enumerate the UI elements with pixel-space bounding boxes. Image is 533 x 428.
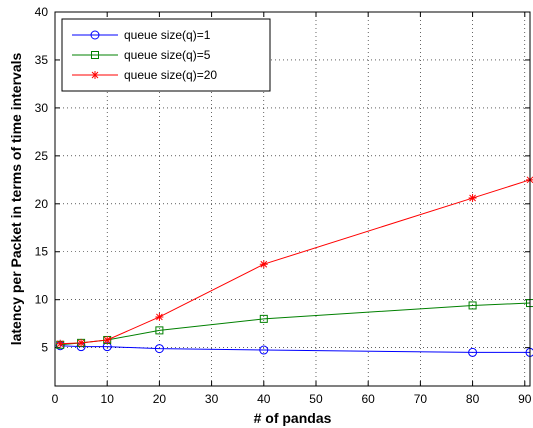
series-3 [56, 175, 533, 348]
x-tick-label: 80 [466, 392, 480, 406]
x-tick-label: 0 [52, 392, 59, 406]
legend-marker [90, 30, 100, 40]
x-tick-label: 30 [205, 392, 219, 406]
data-point [259, 260, 268, 269]
series-line [60, 302, 531, 346]
x-tick-label: 20 [153, 392, 167, 406]
x-tick-label: 60 [362, 392, 376, 406]
y-tick-label: 30 [35, 101, 49, 115]
x-tick-label: 50 [309, 392, 323, 406]
x-tick-label: 40 [257, 392, 271, 406]
data-point [468, 301, 477, 310]
y-tick-label: 5 [41, 341, 48, 355]
legend-item: queue size(q)=20 [72, 68, 217, 82]
legend-item: queue size(q)=5 [72, 48, 211, 62]
y-tick-label: 15 [35, 245, 49, 259]
data-point [259, 314, 268, 323]
data-point [103, 335, 112, 344]
data-point [155, 312, 164, 321]
data-point [259, 345, 269, 355]
series-1 [55, 341, 533, 357]
legend-label: queue size(q)=1 [124, 28, 211, 42]
legend-label: queue size(q)=5 [124, 48, 211, 62]
x-tick-label: 90 [518, 392, 532, 406]
data-point [155, 326, 164, 335]
y-axis-title: latency per Packet in terms of time inte… [8, 53, 24, 346]
series-2 [56, 299, 533, 349]
axis-ticks: 0 10 20 30 40 50 60 70 80 90 5 10 15 20 25 30 35 40 [35, 5, 532, 406]
x-axis-title: # of pandas [254, 410, 332, 426]
x-tick-label: 70 [414, 392, 428, 406]
series-layer [55, 175, 533, 357]
y-tick-label: 10 [35, 293, 49, 307]
series-line [60, 345, 530, 353]
y-tick-label: 25 [35, 149, 49, 163]
legend-item: queue size(q)=1 [72, 28, 211, 42]
data-point [468, 194, 477, 203]
series-line [60, 179, 531, 345]
y-tick-label: 35 [35, 53, 49, 67]
y-tick-label: 20 [35, 197, 49, 211]
data-point [154, 344, 164, 354]
y-tick-label: 40 [35, 5, 49, 19]
legend-marker [91, 51, 99, 59]
data-point [468, 347, 478, 357]
legend: queue size(q)=1 queue size(q)=5 queue size… [61, 18, 271, 92]
data-point [77, 338, 86, 347]
x-tick-label: 10 [101, 392, 115, 406]
plot-frame [54, 11, 531, 387]
legend-label: queue size(q)=20 [124, 68, 217, 82]
data-point [56, 339, 65, 348]
legend-marker [91, 71, 99, 79]
